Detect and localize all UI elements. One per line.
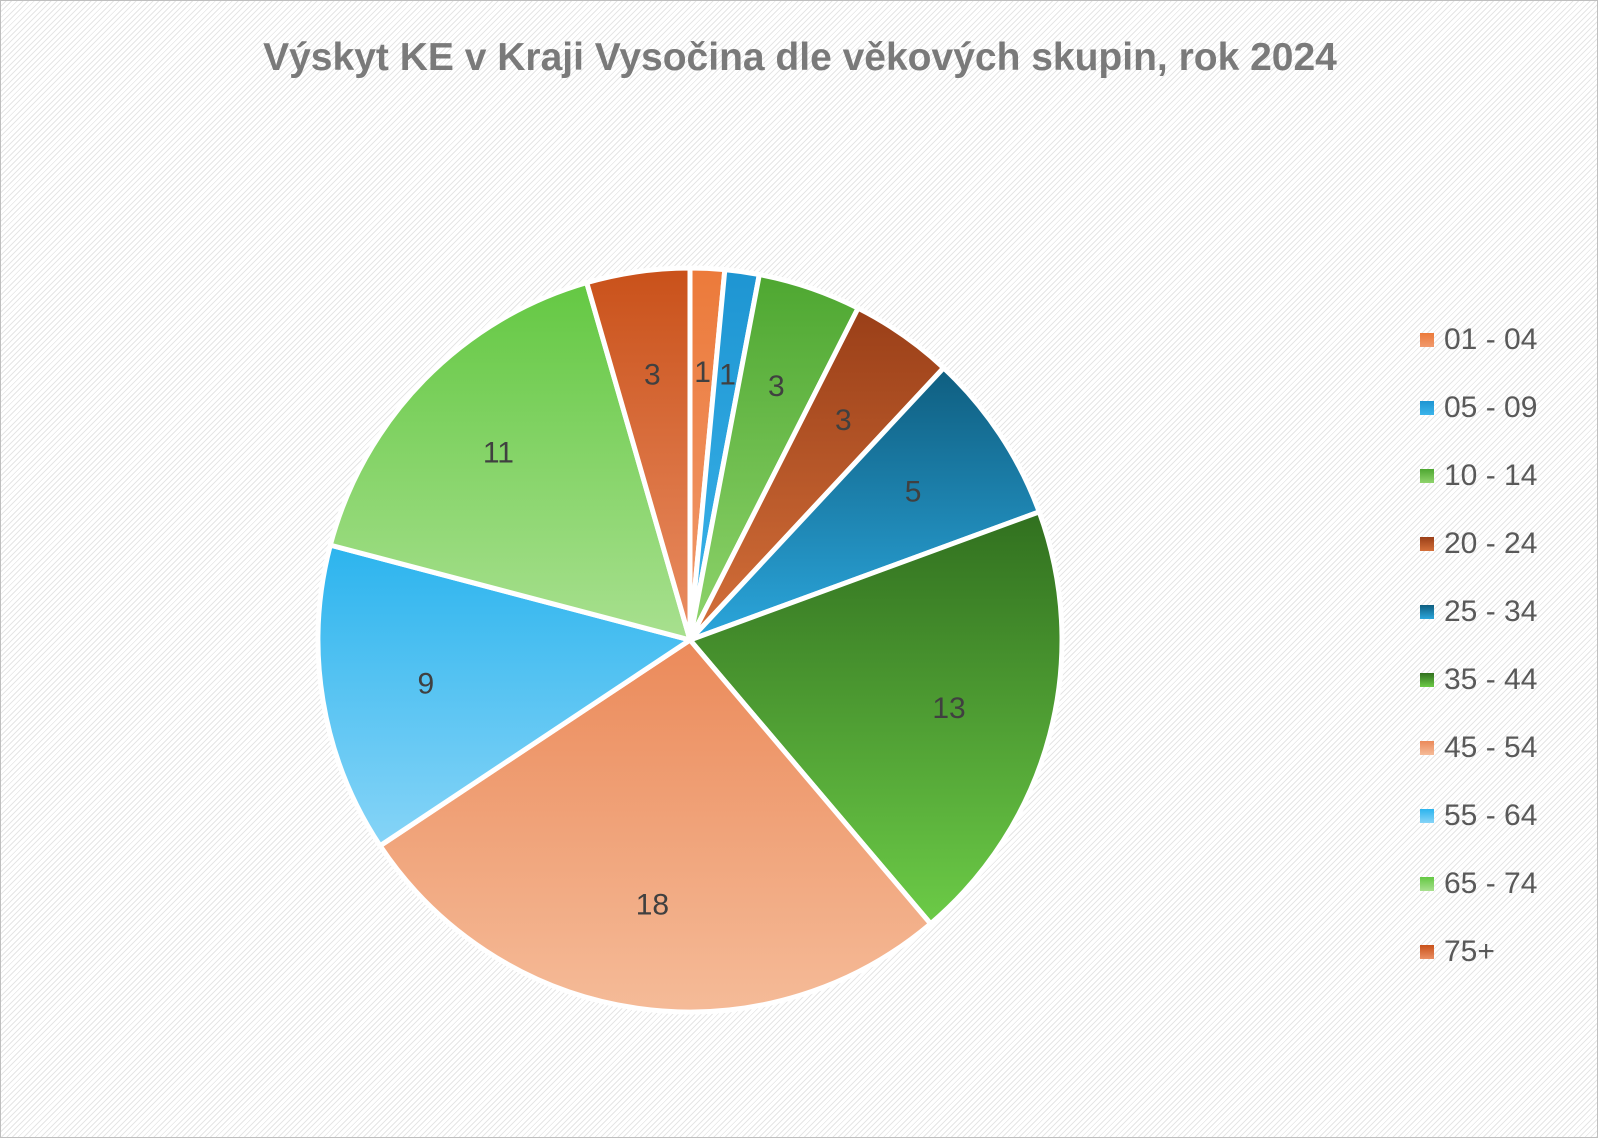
data-label: 1 [719,358,736,391]
data-label: 3 [644,358,661,391]
legend-label: 45 - 54 [1444,731,1538,764]
legend-swatch [1420,809,1434,823]
legend-label: 35 - 44 [1444,663,1538,696]
legend-swatch [1420,537,1434,551]
legend-label: 05 - 09 [1444,391,1538,424]
legend-item: 20 - 24 [1420,524,1537,564]
legend-label: 10 - 14 [1444,459,1538,492]
legend-item: 25 - 34 [1420,592,1537,632]
legend-item: 35 - 44 [1420,660,1537,700]
legend-swatch [1420,741,1434,755]
legend-swatch [1420,333,1434,347]
data-label: 9 [417,667,434,700]
legend-item: 75+ [1420,932,1495,972]
data-label: 1 [694,356,711,389]
legend-item: 65 - 74 [1420,864,1537,904]
data-label: 3 [768,370,785,403]
legend-label: 01 - 04 [1444,323,1538,356]
legend-swatch [1420,605,1434,619]
data-label: 18 [636,889,669,922]
pie-slice-55-64 [315,542,693,849]
legend-label: 75+ [1444,935,1495,968]
data-label: 13 [932,692,965,725]
legend-item: 10 - 14 [1420,456,1537,496]
pie-slice-75plus [584,265,693,643]
legend-item: 05 - 09 [1420,388,1537,428]
chart-title: Výskyt KE v Kraji Vysočina dle věkových … [263,36,1337,79]
legend-label: 20 - 24 [1444,527,1538,560]
legend-label: 65 - 74 [1444,867,1538,900]
legend-swatch [1420,469,1434,483]
legend-item: 55 - 64 [1420,796,1537,836]
legend-swatch [1420,401,1434,415]
legend-label: 55 - 64 [1444,799,1538,832]
data-label: 11 [483,436,514,469]
legend-label: 25 - 34 [1444,595,1538,628]
data-label: 5 [905,475,922,508]
pie-slice-25-34 [687,365,1042,643]
pie-slice-65-74 [327,280,693,643]
data-label: 3 [835,404,852,437]
legend-swatch [1420,877,1434,891]
legend-item: 01 - 04 [1420,320,1537,360]
pie-slice-45-54 [377,637,934,1015]
legend-swatch [1420,945,1434,959]
pie-slice-35-44 [687,509,1065,927]
legend-swatch [1420,673,1434,687]
legend-item: 45 - 54 [1420,728,1537,768]
